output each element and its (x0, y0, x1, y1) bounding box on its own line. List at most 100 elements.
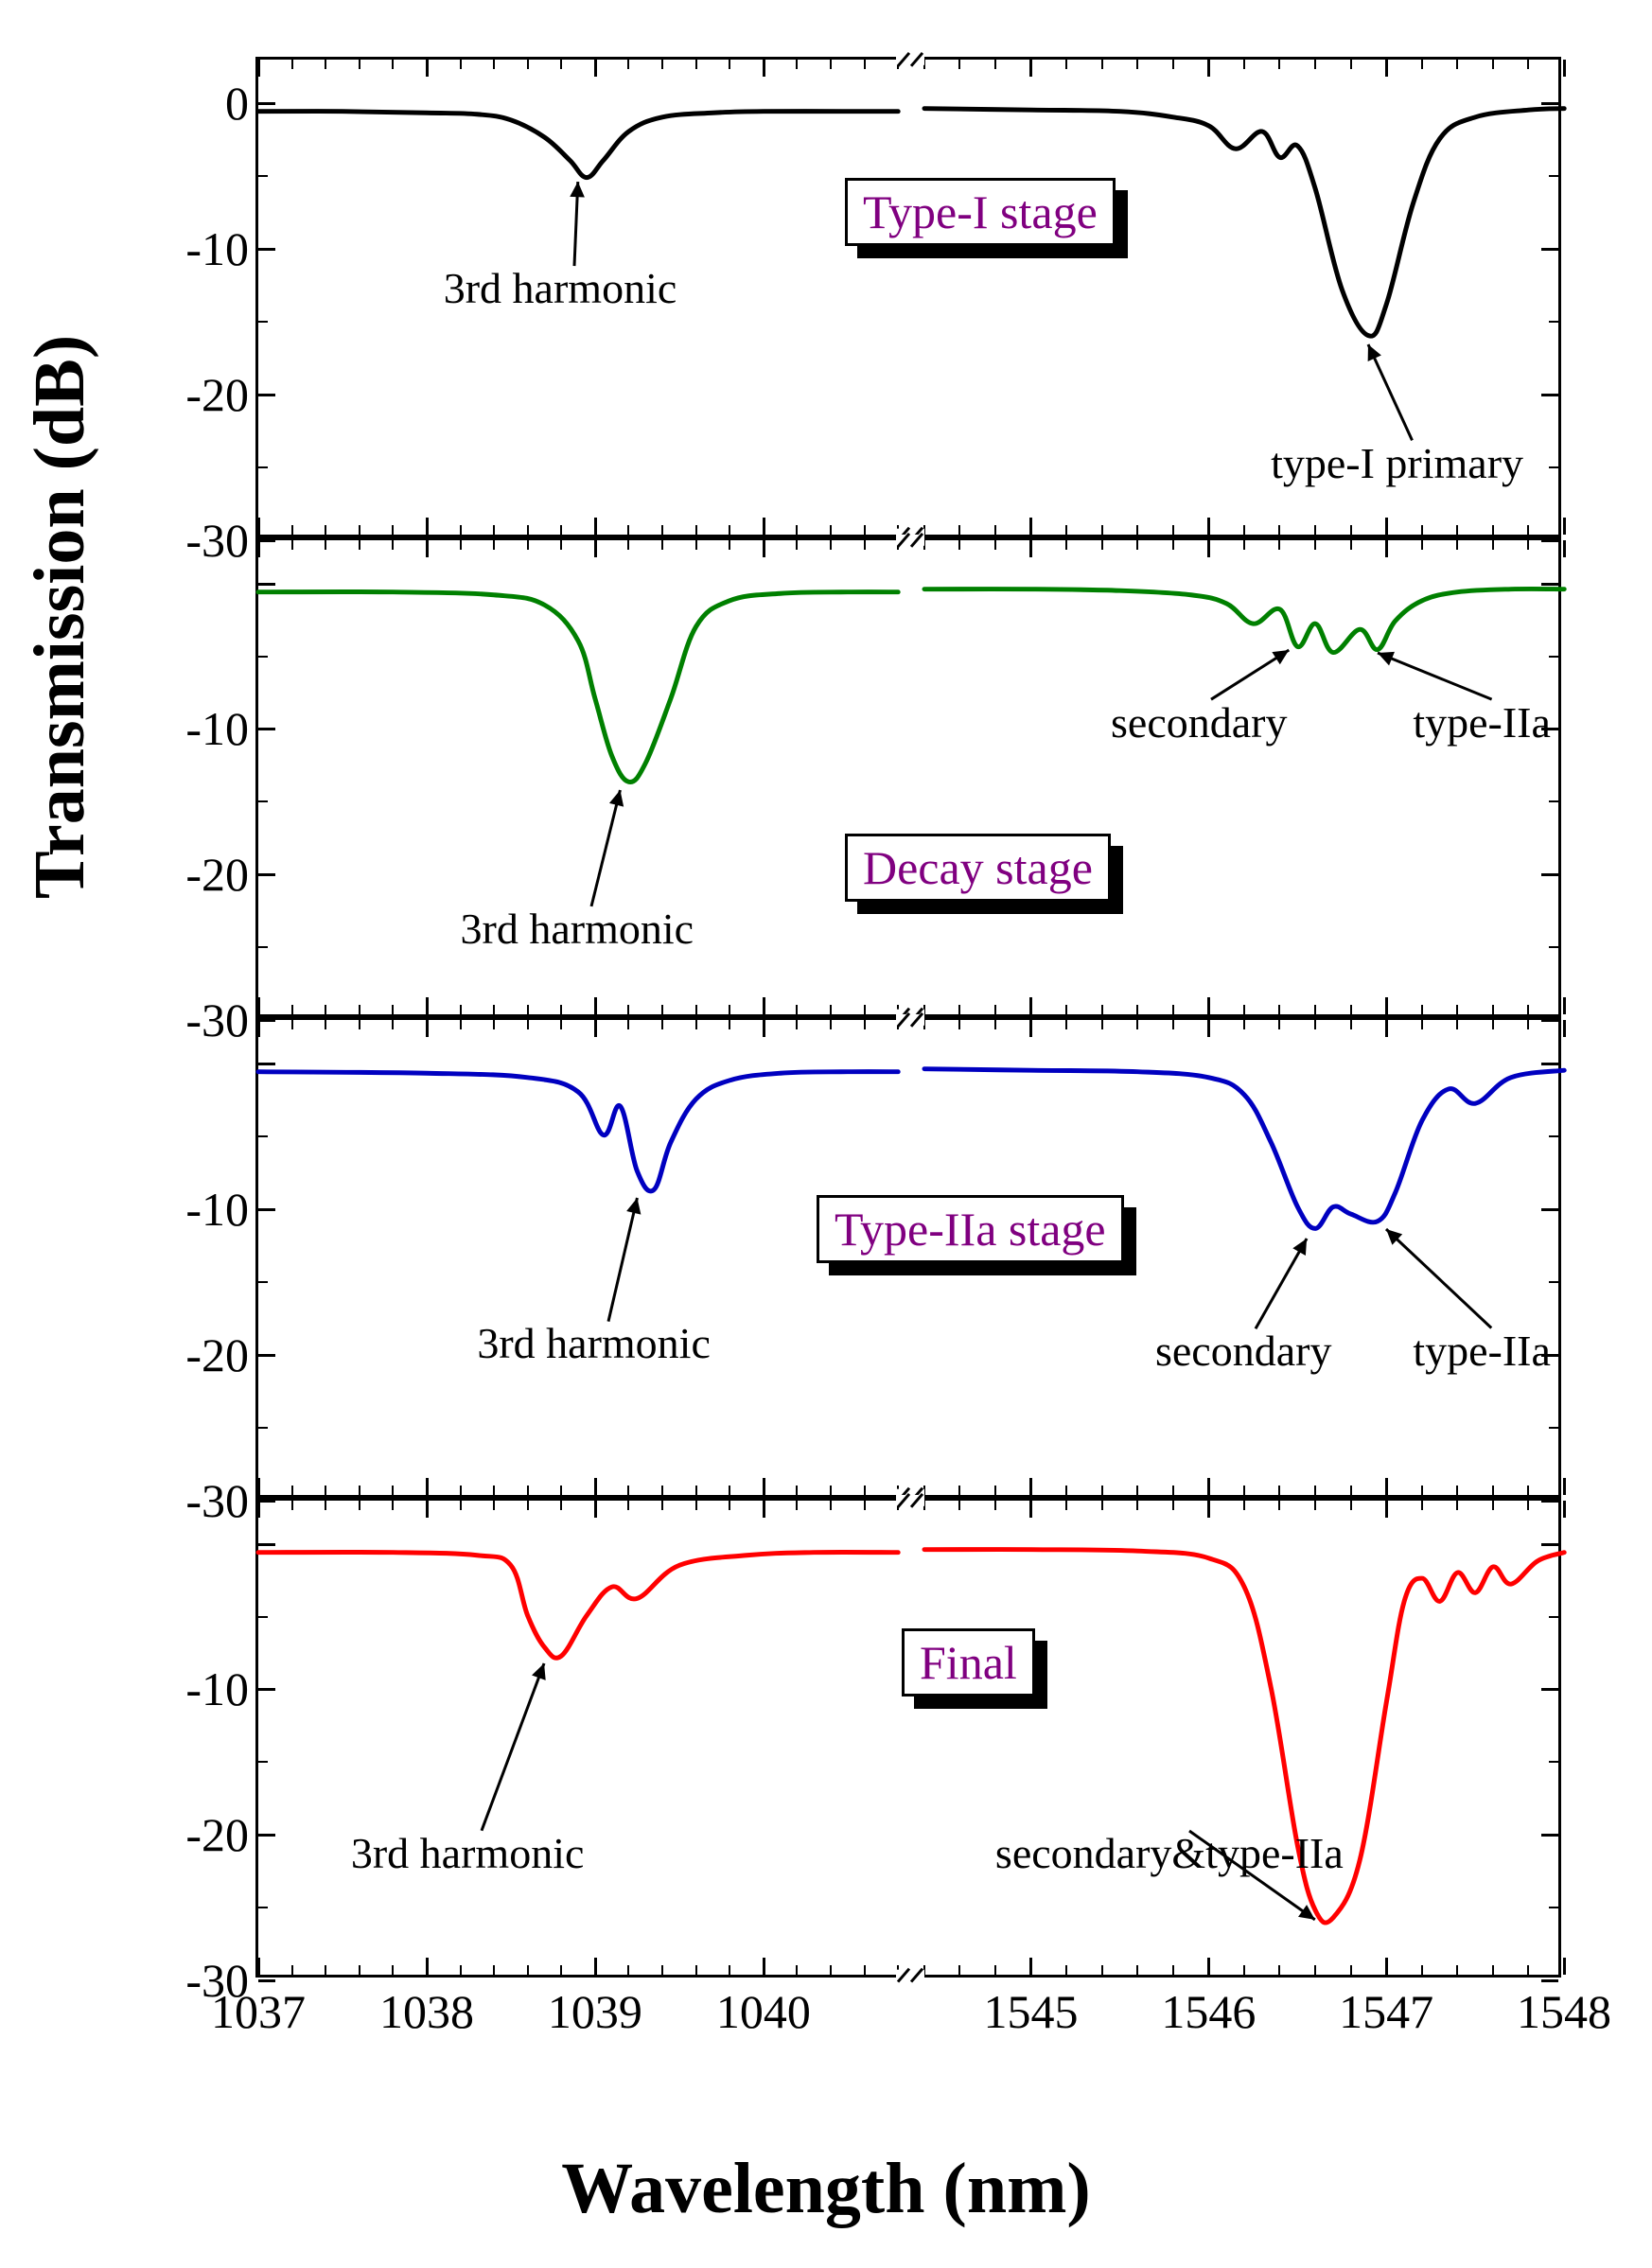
x-tick (1136, 1965, 1138, 1975)
x-tick (1314, 60, 1316, 69)
x-tick (560, 1486, 562, 1495)
y-tick (1541, 1063, 1558, 1065)
y-tick (1541, 102, 1558, 105)
x-tick (661, 1965, 663, 1975)
x-tick (1065, 1965, 1067, 1975)
x-tick (1207, 60, 1210, 77)
x-tick (1172, 1020, 1174, 1029)
x-tick (1563, 60, 1566, 77)
x-tick (392, 60, 394, 69)
x-tick (1492, 1020, 1494, 1029)
x-tick (830, 1501, 832, 1510)
x-tick (359, 1020, 360, 1029)
y-tick (258, 394, 275, 396)
y-tick (258, 1834, 275, 1837)
x-tick (325, 1005, 326, 1014)
annotation-text: type-I primary (1271, 438, 1523, 488)
x-tick (257, 1501, 260, 1518)
y-tick (1541, 394, 1558, 396)
x-tick (897, 1965, 899, 1975)
x-tick (257, 1478, 260, 1495)
x-tick (325, 60, 326, 69)
x-tick (1350, 1005, 1352, 1014)
x-tick (958, 1965, 960, 1975)
x-axis-label: Wavelength (nm) (0, 2148, 1652, 2230)
x-tick (830, 525, 832, 535)
x-tick (426, 1020, 429, 1037)
x-tick (661, 1005, 663, 1014)
x-tick (1172, 1501, 1174, 1510)
x-tick (1136, 1005, 1138, 1014)
x-tick (695, 540, 697, 550)
x-tick (460, 1486, 462, 1495)
x-tick (1492, 525, 1494, 535)
y-tick (258, 583, 275, 586)
x-tick (1136, 1020, 1138, 1029)
x-tick (359, 1965, 360, 1975)
x-tick (763, 997, 765, 1014)
x-tick (392, 1005, 394, 1014)
x-tick (1492, 1486, 1494, 1495)
x-tick (661, 1486, 663, 1495)
x-tick (958, 540, 960, 550)
y-tick-label: -10 (154, 1661, 249, 1716)
x-tick (695, 1965, 697, 1975)
x-tick (527, 1005, 529, 1014)
x-tick (594, 997, 597, 1014)
x-tick (1563, 1501, 1566, 1518)
y-axis-label: Transmission (dB) (19, 335, 101, 899)
annotation-text: secondary (1155, 1326, 1331, 1376)
x-tick (695, 1005, 697, 1014)
annotation-text: 3rd harmonic (351, 1828, 585, 1878)
x-tick (958, 1486, 960, 1495)
x-tick (1456, 1486, 1458, 1495)
x-tick (325, 1965, 326, 1975)
x-tick (994, 1020, 996, 1029)
curve-left (258, 1501, 898, 1976)
x-tick (1527, 1005, 1529, 1014)
x-tick (1136, 540, 1138, 550)
x-tick (291, 1020, 293, 1029)
x-tick (830, 60, 832, 69)
y-tick-label: 0 (154, 76, 249, 131)
y-tick (1541, 873, 1558, 876)
x-tick (527, 1965, 529, 1975)
y-tick-label: -20 (154, 1327, 249, 1382)
y-tick (258, 321, 268, 323)
x-tick (695, 1020, 697, 1029)
x-tick (1385, 997, 1388, 1014)
x-tick (560, 60, 562, 69)
x-tick (426, 1501, 429, 1518)
y-tick (258, 1543, 275, 1546)
x-tick (661, 1501, 663, 1510)
x-tick (830, 540, 832, 550)
x-tick (359, 1005, 360, 1014)
y-tick (1541, 248, 1558, 251)
x-tick (796, 525, 798, 535)
x-tick (1278, 1005, 1280, 1014)
x-tick (661, 1020, 663, 1029)
x-tick (1350, 1501, 1352, 1510)
x-tick (830, 1005, 832, 1014)
x-tick (1101, 60, 1103, 69)
stage-label-box: Type-IIa stage (817, 1195, 1124, 1263)
x-tick (958, 1020, 960, 1029)
x-tick (661, 60, 663, 69)
x-tick (1314, 525, 1316, 535)
x-tick (1101, 540, 1103, 550)
x-tick-label: 1547 (1339, 1984, 1433, 2039)
annotation-text: type-IIa (1413, 697, 1551, 747)
curve-right (924, 1501, 1564, 1976)
x-tick (1172, 540, 1174, 550)
x-tick (1563, 540, 1566, 557)
x-tick (994, 1486, 996, 1495)
panel-p4: 10371038103910401545154615471548-30-20-1… (255, 1498, 1561, 1978)
x-tick (1421, 60, 1423, 69)
x-tick (392, 525, 394, 535)
x-tick (1278, 1965, 1280, 1975)
annotation-text: 3rd harmonic (444, 263, 677, 313)
y-tick-label: -10 (154, 1182, 249, 1237)
stage-label-box: Decay stage (845, 834, 1111, 902)
x-tick (796, 1020, 798, 1029)
panel-p2: -30-20-10Decay stage3rd harmonicsecondar… (255, 537, 1561, 1018)
